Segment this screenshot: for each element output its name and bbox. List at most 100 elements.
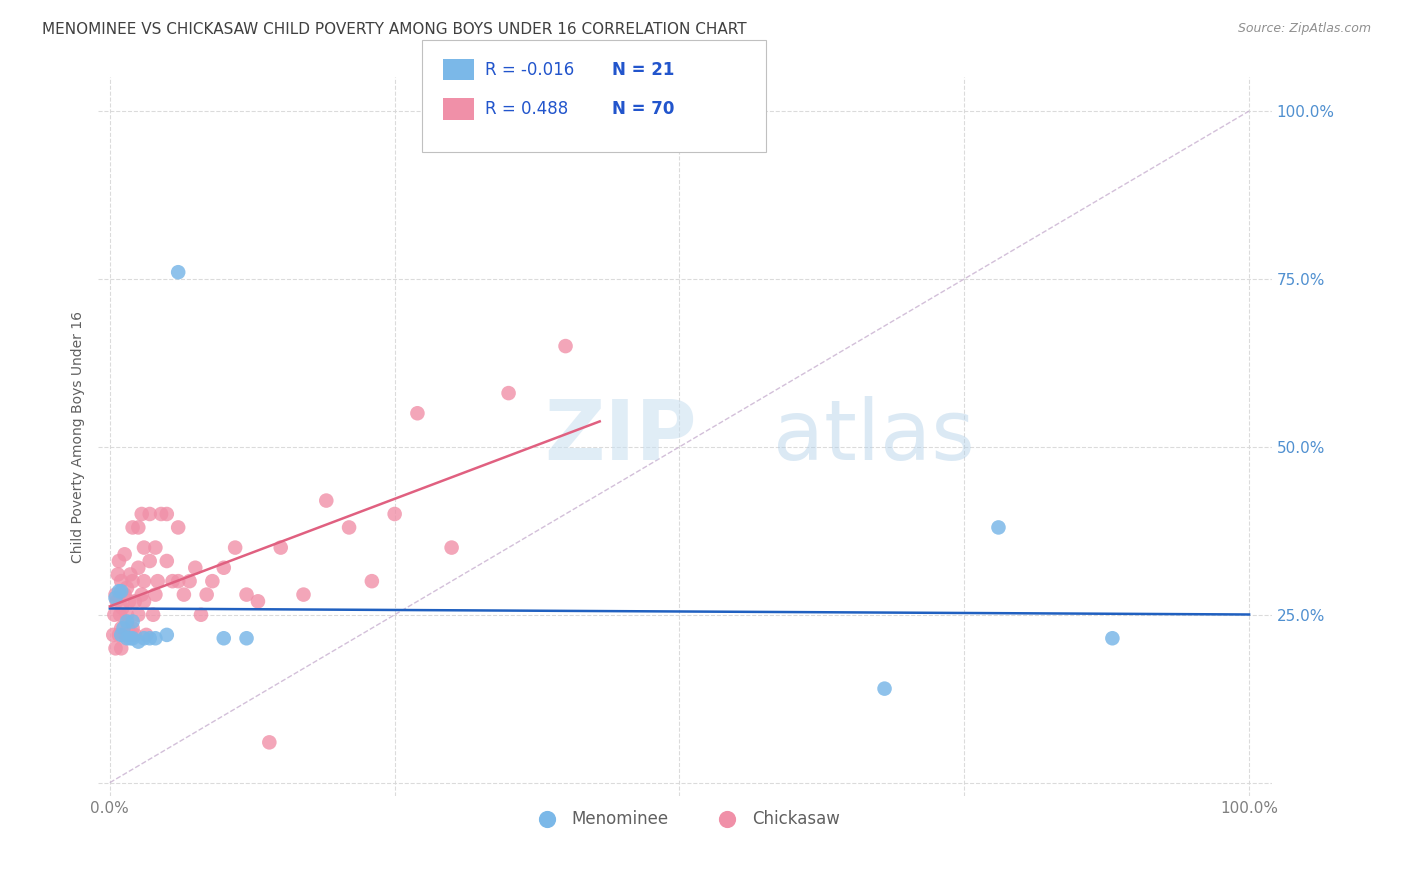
Point [212, 632, 235, 646]
Point [114, 547, 136, 561]
Point [111, 601, 134, 615]
Point [127, 560, 149, 574]
Point [107, 567, 129, 582]
Text: Source: ZipAtlas.com: Source: ZipAtlas.com [1237, 22, 1371, 36]
Point [110, 574, 132, 589]
Text: R = -0.016: R = -0.016 [485, 61, 574, 78]
Point [1101, 632, 1123, 646]
Point [173, 588, 195, 602]
Point [124, 594, 146, 608]
Point [127, 520, 149, 534]
Point [360, 574, 382, 589]
Point [162, 574, 184, 589]
Point [132, 574, 155, 589]
Point [121, 632, 143, 646]
Point [987, 520, 1010, 534]
Point [259, 735, 281, 749]
Point [138, 554, 160, 568]
Point [135, 628, 157, 642]
Point [384, 507, 406, 521]
Point [104, 588, 127, 602]
Point [156, 554, 179, 568]
Point [132, 632, 155, 646]
Point [110, 628, 132, 642]
Point [212, 560, 235, 574]
Point [145, 541, 167, 555]
Point [315, 493, 337, 508]
Point [103, 607, 125, 622]
Point [184, 560, 207, 574]
Point [873, 681, 896, 696]
Point [121, 615, 143, 629]
Point [105, 594, 128, 608]
Point [554, 339, 576, 353]
Point [110, 641, 132, 656]
Point [270, 541, 292, 555]
Y-axis label: Child Poverty Among Boys Under 16: Child Poverty Among Boys Under 16 [72, 310, 86, 563]
Point [112, 628, 135, 642]
Point [131, 588, 153, 602]
Text: N = 70: N = 70 [612, 100, 673, 118]
Point [201, 574, 224, 589]
Point [108, 554, 131, 568]
Point [246, 594, 269, 608]
Text: N = 21: N = 21 [612, 61, 673, 78]
Point [156, 628, 179, 642]
Point [167, 265, 190, 279]
Point [104, 641, 127, 656]
Point [195, 588, 218, 602]
Point [235, 632, 257, 646]
Point [110, 584, 132, 599]
Point [117, 621, 139, 635]
Point [108, 628, 131, 642]
Point [142, 607, 165, 622]
Point [118, 594, 141, 608]
Point [127, 607, 149, 622]
Point [127, 634, 149, 648]
Point [337, 520, 360, 534]
Point [132, 594, 155, 608]
Point [115, 607, 138, 622]
Point [115, 581, 138, 595]
Text: ZIP: ZIP [544, 396, 697, 477]
Point [131, 507, 153, 521]
Point [115, 632, 138, 646]
Point [112, 621, 135, 635]
Point [145, 632, 167, 646]
Point [114, 588, 136, 602]
Point [121, 520, 143, 534]
Point [110, 621, 132, 635]
Point [121, 621, 143, 635]
Point [150, 507, 173, 521]
Point [224, 541, 246, 555]
Point [115, 615, 138, 629]
Point [108, 584, 131, 599]
Point [138, 632, 160, 646]
Point [124, 628, 146, 642]
Point [104, 591, 127, 605]
Point [167, 574, 190, 589]
Point [120, 632, 142, 646]
Point [156, 507, 179, 521]
Point [146, 574, 169, 589]
Point [179, 574, 201, 589]
Point [114, 628, 136, 642]
Point [132, 541, 155, 555]
Point [120, 628, 142, 642]
Point [138, 507, 160, 521]
Point [190, 607, 212, 622]
Text: atlas: atlas [773, 396, 974, 477]
Text: R = 0.488: R = 0.488 [485, 100, 568, 118]
Point [103, 628, 125, 642]
Point [167, 520, 190, 534]
Point [108, 607, 131, 622]
Point [121, 574, 143, 589]
Point [440, 541, 463, 555]
Point [406, 406, 429, 420]
Legend: Menominee, Chickasaw: Menominee, Chickasaw [523, 803, 846, 835]
Point [120, 567, 142, 582]
Point [145, 588, 167, 602]
Point [498, 386, 520, 401]
Point [235, 588, 257, 602]
Text: MENOMINEE VS CHICKASAW CHILD POVERTY AMONG BOYS UNDER 16 CORRELATION CHART: MENOMINEE VS CHICKASAW CHILD POVERTY AMO… [42, 22, 747, 37]
